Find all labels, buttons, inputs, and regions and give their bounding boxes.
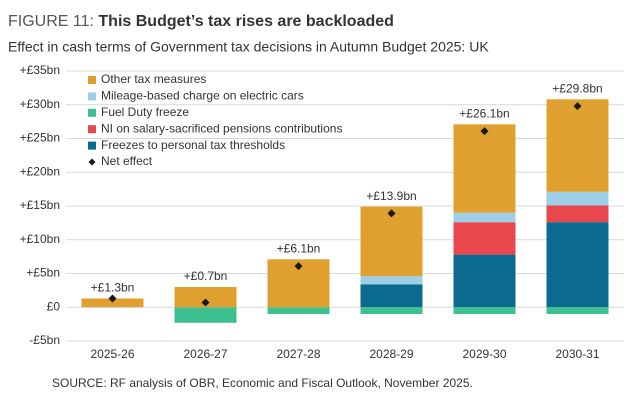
x-tick-label: 2028-29 [369, 347, 413, 361]
bar-segment [546, 222, 609, 308]
subtitle: Effect in cash terms of Government tax d… [8, 39, 489, 55]
legend-label: Freezes to personal tax thresholds [101, 138, 285, 152]
legend-marker [88, 158, 96, 166]
bar-segment [174, 307, 237, 323]
legend-label: Net effect [101, 154, 153, 168]
title-prefix: FIGURE 11: [8, 13, 94, 30]
bar-segment [174, 287, 237, 308]
bar-segment [267, 307, 330, 314]
legend-swatch [88, 141, 96, 150]
net-marker [108, 294, 117, 303]
legend-label: NI on salary-sacrificed pensions contrib… [101, 121, 342, 135]
net-marker [480, 127, 489, 136]
x-tick-label: 2027-28 [276, 347, 320, 361]
net-marker [294, 262, 303, 271]
x-tick-label: 2026-27 [183, 347, 227, 361]
bar-segment [546, 205, 609, 223]
y-tick-label: £0 [47, 299, 61, 313]
legend-swatch [88, 76, 96, 84]
x-tick-label: 2029-30 [462, 347, 506, 361]
legend-swatch [88, 108, 96, 117]
bar-segment [360, 276, 423, 285]
net-marker [201, 298, 210, 307]
legend-swatch [88, 92, 96, 101]
net-marker [387, 209, 396, 218]
bar-segment [546, 99, 609, 192]
bar-segment [453, 212, 516, 223]
y-tick-label: +£5bn [26, 266, 60, 280]
bar-segment [546, 191, 609, 206]
bar-segment [81, 298, 144, 308]
y-tick-label: +£15bn [20, 198, 60, 212]
chart-title: FIGURE 11: This Budget’s tax rises are b… [8, 13, 394, 30]
value-label: +£29.8bn [552, 82, 602, 96]
y-tick-label: +£35bn [20, 63, 60, 77]
value-label: +£6.1bn [277, 241, 321, 255]
value-label: +£1.3bn [91, 281, 135, 295]
bar-segment [360, 284, 423, 308]
bar-segment [453, 222, 516, 255]
legend-label: Fuel Duty freeze [101, 105, 189, 119]
bar-segment [360, 206, 423, 277]
legend-swatch [88, 125, 96, 134]
net-marker [573, 102, 582, 111]
x-tick-label: 2030-31 [555, 347, 599, 361]
y-tick-label: +£30bn [20, 97, 60, 111]
value-label: +£26.1bn [459, 106, 509, 120]
bar-segment [453, 254, 516, 308]
value-label: +£0.7bn [184, 269, 228, 283]
title-text: This Budget’s tax rises are backloaded [98, 13, 394, 30]
bar-segment [453, 124, 516, 213]
bar-segment [360, 307, 423, 314]
bar-segment [453, 307, 516, 314]
y-tick-label: -£5bn [29, 333, 60, 347]
bar-segment [546, 307, 609, 314]
y-tick-label: +£10bn [20, 232, 60, 246]
legend-label: Other tax measures [101, 72, 206, 86]
y-tick-label: +£20bn [20, 164, 60, 178]
value-label: +£13.9bn [366, 189, 416, 203]
x-tick-label: 2025-26 [90, 347, 134, 361]
y-tick-label: +£25bn [20, 131, 60, 145]
source: SOURCE: RF analysis of OBR, Economic and… [52, 376, 473, 390]
legend-label: Mileage-based charge on electric cars [101, 89, 304, 103]
